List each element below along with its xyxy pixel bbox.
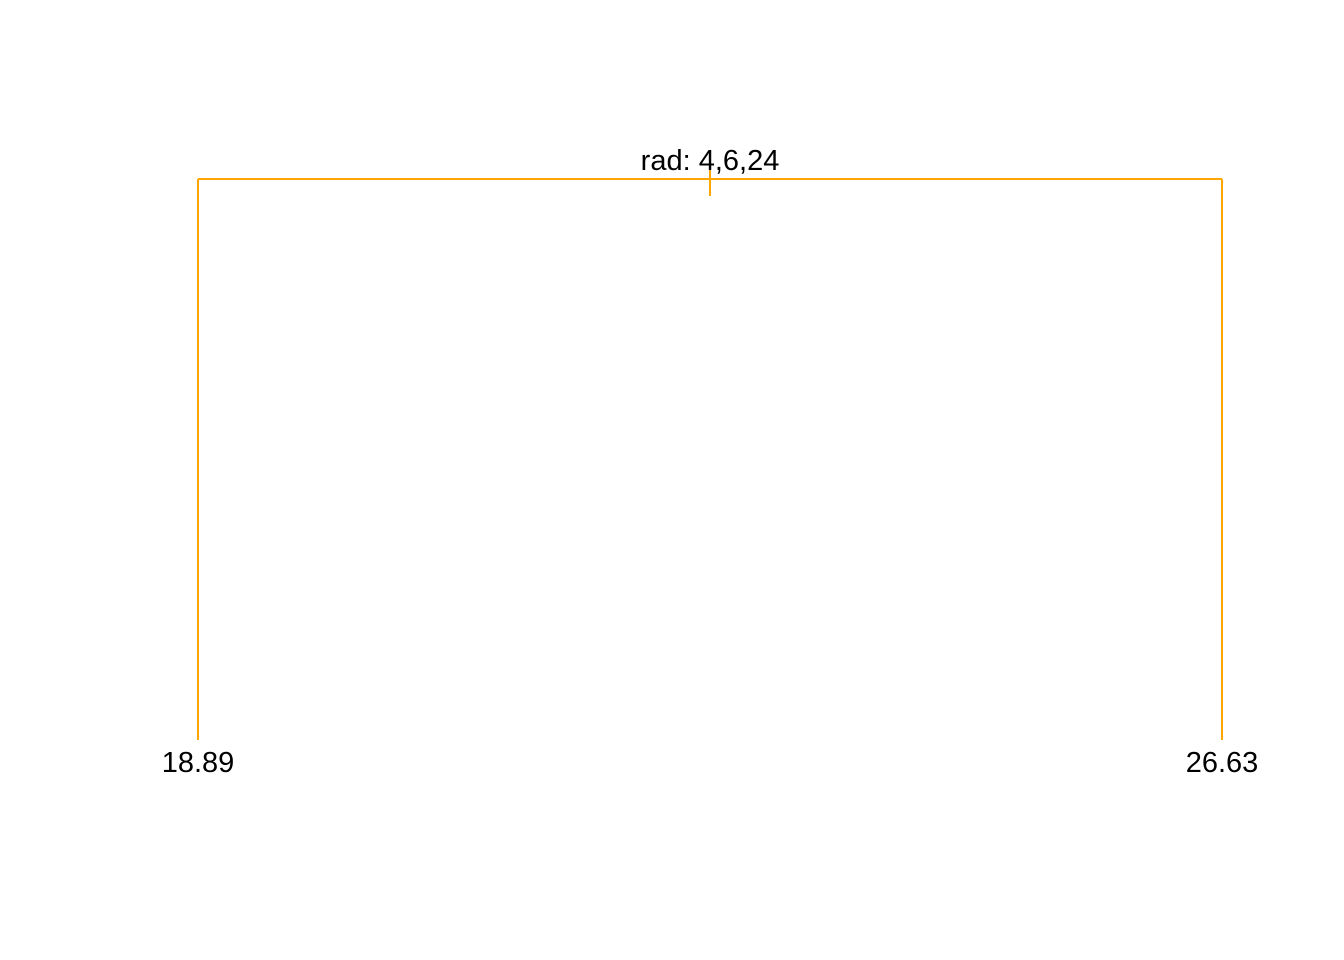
leaf-label-right: 26.63 [1186, 747, 1259, 779]
leaf-label-left: 18.89 [162, 747, 235, 779]
tree-edges [197, 170, 1223, 740]
split-label: rad: 4,6,24 [641, 145, 780, 177]
